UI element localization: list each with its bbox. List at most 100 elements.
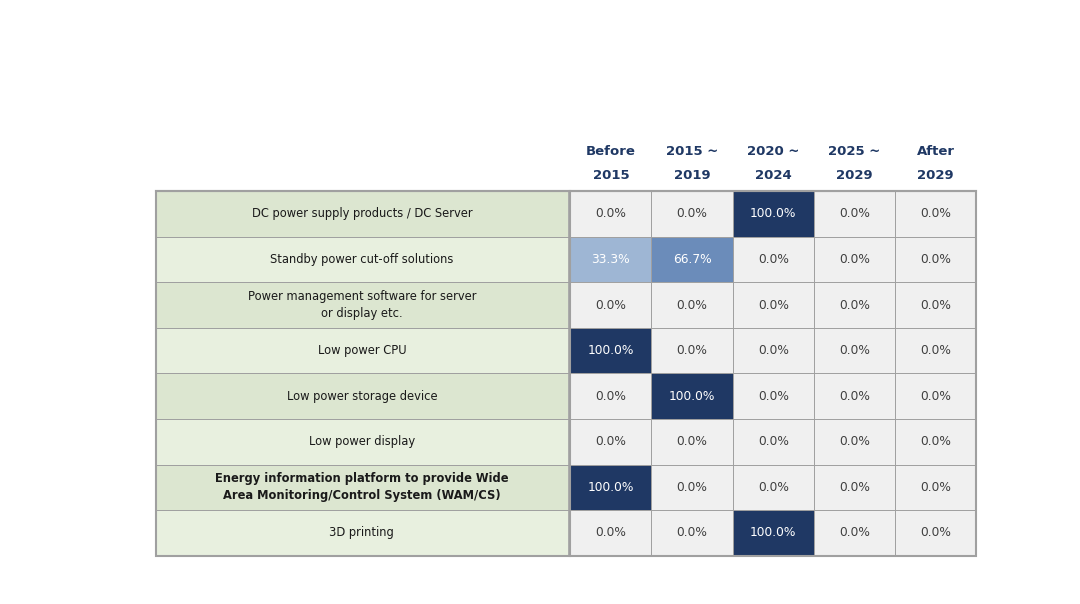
Text: 100.0%: 100.0% xyxy=(750,527,796,539)
Text: 0.0%: 0.0% xyxy=(839,298,869,312)
FancyBboxPatch shape xyxy=(156,237,568,282)
FancyBboxPatch shape xyxy=(895,419,976,464)
FancyBboxPatch shape xyxy=(570,464,651,510)
FancyBboxPatch shape xyxy=(570,191,651,237)
Text: 0.0%: 0.0% xyxy=(595,298,626,312)
Text: 0.0%: 0.0% xyxy=(758,390,788,403)
Text: 2020 ~: 2020 ~ xyxy=(747,146,799,158)
FancyBboxPatch shape xyxy=(814,328,895,373)
Text: 2019: 2019 xyxy=(674,169,711,182)
FancyBboxPatch shape xyxy=(814,282,895,328)
FancyBboxPatch shape xyxy=(732,419,814,464)
Text: 0.0%: 0.0% xyxy=(595,435,626,448)
FancyBboxPatch shape xyxy=(156,282,568,328)
FancyBboxPatch shape xyxy=(156,191,568,237)
FancyBboxPatch shape xyxy=(570,510,651,556)
Text: 0.0%: 0.0% xyxy=(839,207,869,220)
Text: 3D printing: 3D printing xyxy=(329,527,394,539)
Text: 0.0%: 0.0% xyxy=(839,390,869,403)
FancyBboxPatch shape xyxy=(156,510,568,556)
Text: 0.0%: 0.0% xyxy=(676,435,707,448)
FancyBboxPatch shape xyxy=(570,419,651,464)
Text: Power management software for server
or display etc.: Power management software for server or … xyxy=(247,290,476,320)
Text: 0.0%: 0.0% xyxy=(758,481,788,494)
FancyBboxPatch shape xyxy=(732,191,814,237)
FancyBboxPatch shape xyxy=(895,237,976,282)
Text: 0.0%: 0.0% xyxy=(758,344,788,357)
Text: Standby power cut-off solutions: Standby power cut-off solutions xyxy=(270,253,454,266)
FancyBboxPatch shape xyxy=(651,510,732,556)
Text: 33.3%: 33.3% xyxy=(592,253,630,266)
FancyBboxPatch shape xyxy=(570,237,651,282)
FancyBboxPatch shape xyxy=(156,373,568,419)
Text: 2024: 2024 xyxy=(755,169,792,182)
Text: 0.0%: 0.0% xyxy=(920,481,951,494)
Text: 0.0%: 0.0% xyxy=(839,344,869,357)
Text: 0.0%: 0.0% xyxy=(839,435,869,448)
Text: 0.0%: 0.0% xyxy=(676,207,707,220)
FancyBboxPatch shape xyxy=(814,237,895,282)
FancyBboxPatch shape xyxy=(895,510,976,556)
FancyBboxPatch shape xyxy=(570,328,651,373)
FancyBboxPatch shape xyxy=(895,373,976,419)
FancyBboxPatch shape xyxy=(156,419,568,464)
FancyBboxPatch shape xyxy=(651,419,732,464)
Text: Energy information platform to provide Wide
Area Monitoring/Control System (WAM/: Energy information platform to provide W… xyxy=(215,472,509,503)
Text: 0.0%: 0.0% xyxy=(676,344,707,357)
FancyBboxPatch shape xyxy=(651,191,732,237)
Text: 0.0%: 0.0% xyxy=(920,390,951,403)
FancyBboxPatch shape xyxy=(651,237,732,282)
Text: 0.0%: 0.0% xyxy=(839,481,869,494)
FancyBboxPatch shape xyxy=(156,464,568,510)
Text: 0.0%: 0.0% xyxy=(920,207,951,220)
Text: 0.0%: 0.0% xyxy=(758,253,788,266)
FancyBboxPatch shape xyxy=(570,373,651,419)
FancyBboxPatch shape xyxy=(732,328,814,373)
Text: 0.0%: 0.0% xyxy=(920,435,951,448)
Text: 0.0%: 0.0% xyxy=(595,390,626,403)
Text: 0.0%: 0.0% xyxy=(920,253,951,266)
Text: 66.7%: 66.7% xyxy=(673,253,712,266)
Text: 0.0%: 0.0% xyxy=(758,435,788,448)
Text: Low power display: Low power display xyxy=(309,435,415,448)
Text: 0.0%: 0.0% xyxy=(595,207,626,220)
Text: 0.0%: 0.0% xyxy=(839,253,869,266)
FancyBboxPatch shape xyxy=(732,464,814,510)
FancyBboxPatch shape xyxy=(651,328,732,373)
FancyBboxPatch shape xyxy=(814,373,895,419)
FancyBboxPatch shape xyxy=(732,373,814,419)
Text: 100.0%: 100.0% xyxy=(669,390,715,403)
FancyBboxPatch shape xyxy=(895,328,976,373)
Text: 0.0%: 0.0% xyxy=(676,527,707,539)
FancyBboxPatch shape xyxy=(732,237,814,282)
FancyBboxPatch shape xyxy=(814,464,895,510)
FancyBboxPatch shape xyxy=(732,510,814,556)
Text: Low power storage device: Low power storage device xyxy=(286,390,437,403)
Text: Before: Before xyxy=(585,146,636,158)
Text: 2029: 2029 xyxy=(836,169,873,182)
Text: 0.0%: 0.0% xyxy=(676,481,707,494)
Text: 2015: 2015 xyxy=(593,169,630,182)
Text: Low power CPU: Low power CPU xyxy=(318,344,406,357)
Text: 0.0%: 0.0% xyxy=(758,298,788,312)
FancyBboxPatch shape xyxy=(814,419,895,464)
Text: 2029: 2029 xyxy=(917,169,954,182)
Text: 2015 ~: 2015 ~ xyxy=(666,146,718,158)
FancyBboxPatch shape xyxy=(895,191,976,237)
Text: 0.0%: 0.0% xyxy=(676,298,707,312)
FancyBboxPatch shape xyxy=(570,282,651,328)
FancyBboxPatch shape xyxy=(651,282,732,328)
FancyBboxPatch shape xyxy=(814,191,895,237)
Text: 0.0%: 0.0% xyxy=(839,527,869,539)
FancyBboxPatch shape xyxy=(651,373,732,419)
FancyBboxPatch shape xyxy=(732,282,814,328)
Text: 0.0%: 0.0% xyxy=(920,527,951,539)
Text: After: After xyxy=(917,146,955,158)
FancyBboxPatch shape xyxy=(156,328,568,373)
Text: 0.0%: 0.0% xyxy=(595,527,626,539)
Text: 100.0%: 100.0% xyxy=(588,481,634,494)
Text: 100.0%: 100.0% xyxy=(588,344,634,357)
FancyBboxPatch shape xyxy=(895,282,976,328)
Text: DC power supply products / DC Server: DC power supply products / DC Server xyxy=(252,207,472,220)
FancyBboxPatch shape xyxy=(814,510,895,556)
